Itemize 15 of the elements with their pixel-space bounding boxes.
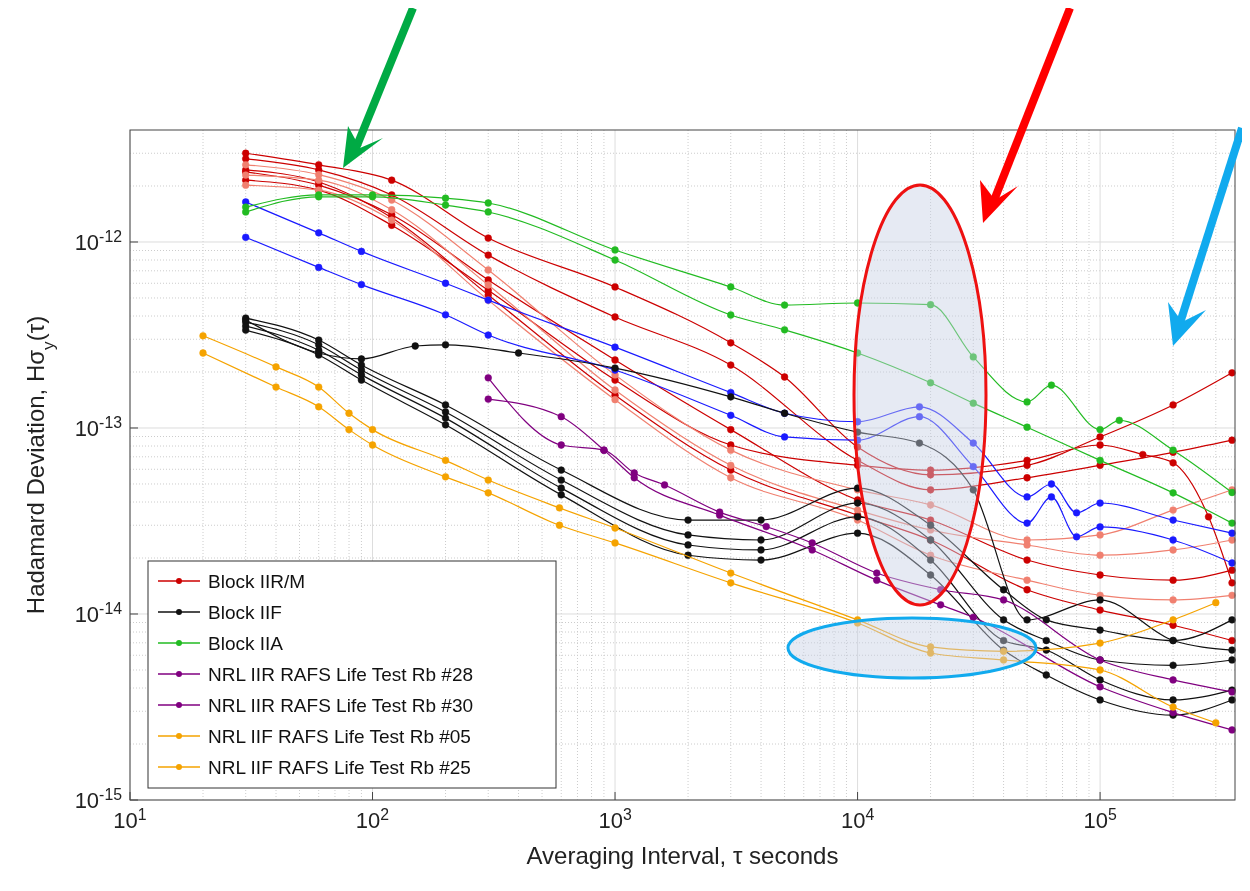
x-tick-label: 10$^{2}$ [355, 805, 390, 833]
legend-label: NRL IIR RAFS Life Test Rb #28 [208, 664, 474, 685]
legend-label: NRL IIF RAFS Life Test Rb #25 [208, 757, 471, 778]
x-axis-title: Averaging Interval, τ seconds [526, 842, 839, 869]
legend-label: NRL IIR RAFS Life Test Rb #30 [208, 695, 474, 716]
y-tick-label: 10$^{-14}$ [74, 599, 123, 627]
y-tick-label: 10$^{-12}$ [74, 227, 122, 255]
x-tick-label: 10$^{3}$ [598, 805, 632, 833]
y-tick-label: 10$^{-13}$ [74, 413, 123, 441]
x-tick-label: 10$^{5}$ [1083, 805, 1117, 833]
legend-label: Block IIA [208, 633, 284, 654]
x-tick-label: 10$^{4}$ [840, 805, 875, 833]
legend-label: Block IIR/M [208, 571, 306, 592]
legend-label: Block IIF [208, 602, 282, 623]
legend-label: NRL IIF RAFS Life Test Rb #05 [208, 726, 471, 747]
